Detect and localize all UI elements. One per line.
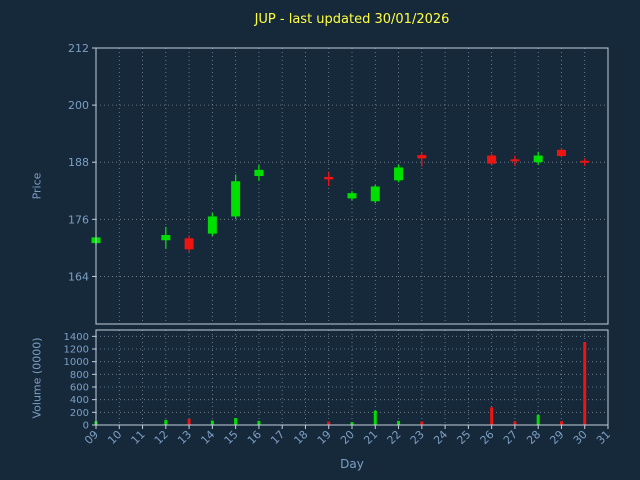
candle-body xyxy=(580,160,590,163)
volume-bar xyxy=(397,420,401,425)
volume-bar xyxy=(559,421,563,425)
volume-tick-label: 1400 xyxy=(64,332,89,343)
candle-body xyxy=(510,159,520,162)
candle-body xyxy=(556,149,566,157)
volume-bar xyxy=(536,414,540,425)
candle-body xyxy=(487,155,497,164)
volume-bar xyxy=(164,419,168,425)
volume-tick-label: 400 xyxy=(70,395,89,406)
candle-body xyxy=(231,181,241,217)
volume-tick-label: 1200 xyxy=(64,345,89,356)
volume-tick-label: 800 xyxy=(70,370,89,381)
volume-bar xyxy=(327,421,331,425)
price-tick-label: 164 xyxy=(68,270,89,283)
volume-tick-label: 200 xyxy=(70,408,89,419)
candle-body xyxy=(394,167,404,181)
x-axis-label: Day xyxy=(340,457,364,471)
volume-tick-label: 1000 xyxy=(64,357,89,368)
panel-frame xyxy=(95,47,609,325)
candle-body xyxy=(347,193,357,199)
volume-bar xyxy=(490,407,494,425)
chart-title: JUP - last updated 30/01/2026 xyxy=(254,12,450,27)
candle-body xyxy=(184,238,194,250)
price-tick-label: 212 xyxy=(68,42,89,55)
volume-bar xyxy=(257,420,261,425)
volume-bar xyxy=(583,342,587,425)
candle-body xyxy=(254,169,264,177)
volume-axis-label: Volume (0000) xyxy=(30,337,44,419)
candle-body xyxy=(324,176,334,180)
volume-bar xyxy=(420,421,424,425)
price-tick-label: 200 xyxy=(68,99,89,112)
volume-bar xyxy=(513,421,517,425)
candle-body xyxy=(417,155,427,159)
price-axis-label: Price xyxy=(30,172,44,200)
volume-tick-label: 600 xyxy=(70,383,89,394)
volume-bar xyxy=(187,418,191,425)
volume-bar xyxy=(373,410,377,425)
volume-bar xyxy=(350,422,354,425)
candle-body xyxy=(161,235,171,241)
price-tick-label: 188 xyxy=(68,156,89,169)
volume-bar xyxy=(210,420,214,425)
candle-body xyxy=(370,186,380,202)
volume-tick-label: 0 xyxy=(83,421,89,432)
price-tick-label: 176 xyxy=(68,213,89,226)
volume-bar xyxy=(234,418,238,425)
candle-body xyxy=(207,216,217,234)
candle-body xyxy=(533,155,543,163)
